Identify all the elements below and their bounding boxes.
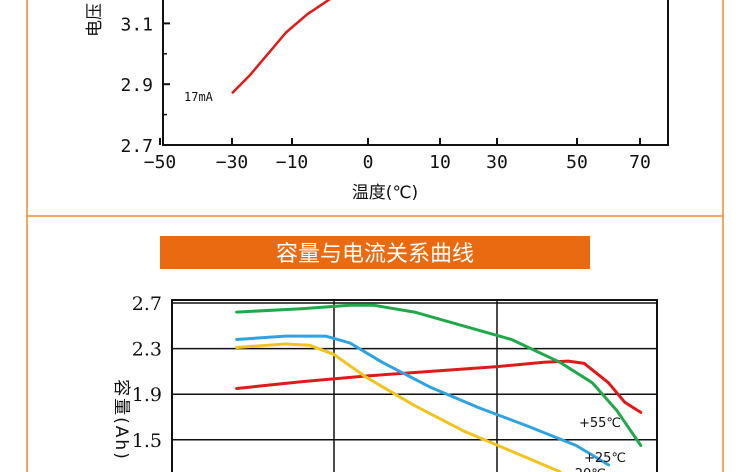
chart2-series-line (235, 334, 610, 467)
chart2-y-ticks: 2.7 2.3 1.9 1.5 (132, 293, 162, 452)
voltage-temperature-chart: 3.12.92.7 −50 −30 −10 0 10 30 50 70 17mA 温度(℃) … (85, 0, 669, 203)
chart2-title: 容量与电流关系曲线 (276, 242, 474, 267)
chart2-series-line (235, 303, 643, 447)
chart2-series-label: -20℃ (570, 467, 606, 472)
chart1-y-tick-label: 3.1 (120, 14, 153, 35)
chart2-series-labels: +55℃ +25℃-20℃ (570, 416, 626, 472)
chart1-series-label: 17mA (184, 90, 214, 104)
chart1-x-tick-label: −30 (216, 152, 249, 173)
chart2-y-tick-label: 1.9 (132, 384, 162, 406)
chart1-y-tick-label: 2.7 (120, 136, 153, 157)
chart1-y-ticks: 3.1 2.9 2.7 (120, 14, 170, 157)
chart2-y-tick-label: 2.3 (132, 339, 162, 361)
chart1-x-tick-label: 70 (629, 152, 651, 173)
chart1-y-axis-title: 电压 (85, 3, 105, 37)
chart2-title-banner (160, 236, 590, 269)
chart1-x-tick-label: 50 (566, 152, 588, 173)
chart1-x-tick-label: 10 (429, 152, 451, 173)
chart1-axes-frame (162, 0, 669, 146)
chart2-grid (172, 300, 657, 472)
chart1-x-ticks: −50 −30 −10 0 10 30 50 70 (144, 138, 651, 173)
chart2-y-tick-label: 2.7 (132, 293, 162, 315)
chart1-x-axis-title: 温度(℃) (352, 183, 418, 203)
chart2-series-line (235, 342, 562, 472)
chart1-x-tick-label: 0 (363, 152, 374, 173)
chart2-series (235, 303, 643, 472)
chart1-y-tick-label: 2.9 (120, 75, 153, 96)
chart1-x-tick-label: −50 (144, 152, 177, 173)
chart1-x-tick-label: −10 (276, 152, 309, 173)
chart1-series (231, 0, 331, 95)
chart2-y-tick-label: 1.5 (132, 430, 162, 452)
chart2-series-label: +25℃ (584, 451, 626, 466)
chart2-axes-frame (171, 299, 658, 472)
capacity-current-chart: 2.7 2.3 1.9 1.5 +55℃ +25℃-20℃ 容量(Ah) (111, 293, 658, 472)
chart1-series-line (231, 0, 331, 95)
chart2-y-axis-title: 容量(Ah) (111, 379, 131, 461)
chart1-x-tick-label: 30 (486, 152, 508, 173)
chart2-series-line (235, 359, 643, 414)
chart2-series-label: +55℃ (579, 416, 621, 431)
